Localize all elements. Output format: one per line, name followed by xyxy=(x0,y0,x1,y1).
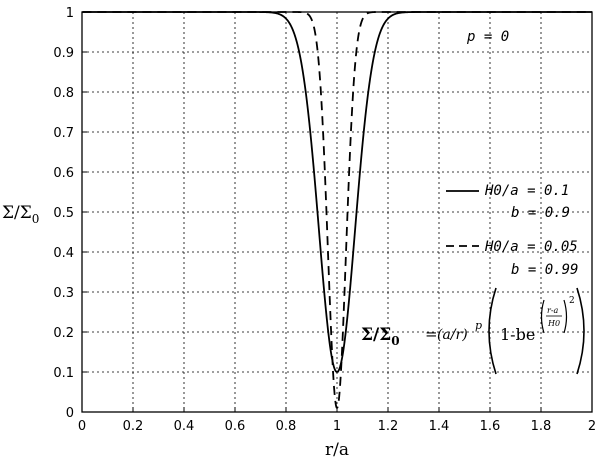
y-tick-label: 0.1 xyxy=(53,366,74,381)
x-tick-label: 1.2 xyxy=(378,419,399,434)
legend-label-solid-2: b = 0.9 xyxy=(511,205,570,221)
y-tick-label: 0.9 xyxy=(53,46,74,61)
x-tick-label: 0 xyxy=(78,419,86,434)
x-tick-label: 1.6 xyxy=(480,419,501,434)
y-tick-label: 0.4 xyxy=(53,246,74,261)
y-tick-label: 0.6 xyxy=(53,166,74,181)
formula-exp-power: 2 xyxy=(569,296,575,306)
x-tick-label: 0.6 xyxy=(225,419,246,434)
x-tick-label: 1.8 xyxy=(531,419,552,434)
x-tick-label: 0.8 xyxy=(276,419,297,434)
grid-lines xyxy=(81,11,593,413)
series-line-2 xyxy=(82,11,592,410)
formula-factor-exponent: p xyxy=(475,319,482,332)
formula-right-paren xyxy=(576,287,585,375)
legend-label-dashed-2: b = 0.99 xyxy=(511,262,578,278)
y-tick-label: 1 xyxy=(66,6,74,21)
x-tick-label: 0.4 xyxy=(174,419,195,434)
formula-one-minus-be: 1-be xyxy=(500,325,535,344)
x-tick-label: 2 xyxy=(588,419,596,434)
formula: Σ/Σ0 = (a/r) p 1-be r-a H0 2 xyxy=(361,287,585,375)
x-tick-labels: 0 0.2 0.4 0.6 0.8 1 1.2 1.4 1.6 1.8 2 xyxy=(78,419,596,434)
formula-exp-numerator: r-a xyxy=(547,306,559,315)
y-tick-labels: 0 0.1 0.2 0.3 0.4 0.5 0.6 0.7 0.8 0.9 1 xyxy=(53,6,74,421)
x-tick-label: 0.2 xyxy=(123,419,144,434)
plot-frame xyxy=(81,11,593,413)
y-tick-label: 0.3 xyxy=(53,286,74,301)
y-tick-label: 0.7 xyxy=(53,126,74,141)
parameter-annotation: p = 0 xyxy=(466,29,509,45)
formula-exp-right-paren xyxy=(563,299,568,334)
x-axis-label: r/a xyxy=(325,440,349,459)
x-tick-label: 1 xyxy=(333,419,341,434)
y-axis-label: Σ/Σ0 xyxy=(2,203,39,226)
y-tick-label: 0.8 xyxy=(53,86,74,101)
formula-lhs: Σ/Σ0 xyxy=(361,325,400,348)
x-tick-label: 1.4 xyxy=(429,419,450,434)
formula-left-paren xyxy=(488,287,497,375)
series-lines xyxy=(82,11,592,410)
legend-label-solid-1: H0/a = 0.1 xyxy=(484,183,569,199)
y-tick-label: 0.5 xyxy=(53,206,74,221)
formula-exp-left-paren xyxy=(540,299,545,334)
legend: H0/a = 0.1 b = 0.9 H0/a = 0.05 b = 0.99 xyxy=(446,183,578,278)
formula-equals: = xyxy=(425,325,438,343)
formula-factor: (a/r) xyxy=(437,327,468,343)
y-tick-label: 0.2 xyxy=(53,326,74,341)
legend-label-dashed-1: H0/a = 0.05 xyxy=(484,239,578,255)
formula-exp-denominator: H0 xyxy=(547,319,560,328)
y-tick-label: 0 xyxy=(66,406,74,421)
